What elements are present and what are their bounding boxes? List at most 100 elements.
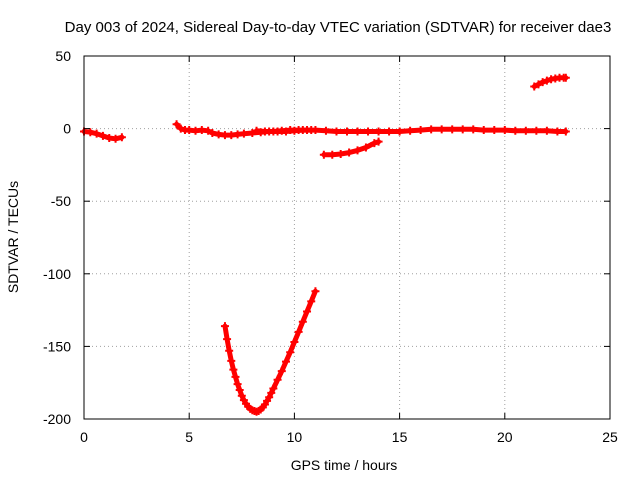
axis-ticks: 0 5 10 15 20 25 -200 -150 -100 -50 0 50 [43,48,618,445]
data-point [269,127,278,136]
data-point [86,128,95,137]
data-point [172,120,181,129]
data-point [561,73,570,82]
data-point [176,124,185,133]
y-tick-label: -100 [43,266,71,282]
series-arc-6 [530,73,570,91]
data-point [220,322,229,331]
data-point [223,335,232,344]
data-point [553,127,562,136]
series-arc-1 [80,127,126,143]
data-point [277,367,286,376]
data-point [111,134,120,143]
data-point [532,126,541,135]
data-point [225,346,234,355]
x-tick-label: 15 [392,429,408,445]
data-point [416,126,425,135]
data-point [229,365,238,374]
data-point [364,127,373,136]
data-point [290,338,299,347]
data-point [370,139,379,148]
data-point [233,380,242,389]
data-point [98,131,107,140]
data-point [345,148,354,157]
data-point [448,125,457,134]
data-point [538,78,547,87]
y-tick-label: -50 [51,193,71,209]
data-point [204,126,213,135]
data-point [353,127,362,136]
x-tick-label: 20 [497,429,513,445]
data-point [248,128,257,137]
data-point [117,133,126,142]
series-arc-5 [220,287,320,416]
data-point [311,126,320,135]
data-point [561,127,570,136]
data-point [252,126,261,135]
data-point [437,125,446,134]
data-point [235,385,244,394]
data-point [281,357,290,366]
y-tick-label: -150 [43,338,71,354]
data-point [286,348,295,357]
data-point [227,356,236,365]
data-point [353,146,362,155]
data-point [500,126,509,135]
data-point [260,127,269,136]
data-point [303,126,312,135]
data-point [321,126,330,135]
series-arc-3 [252,125,570,136]
y-axis-label: SDTVAR / TECUs [5,181,21,293]
x-tick-label: 5 [185,429,193,445]
y-tick-label: 0 [63,121,71,137]
data-point [294,327,303,336]
data-point [273,375,282,384]
data-point [343,127,351,136]
y-tick-label: 50 [55,48,71,64]
data-point [319,150,328,159]
data-point [294,126,303,135]
data-point [332,127,341,136]
data-point [374,137,383,146]
data-point [265,393,274,402]
x-tick-label: 10 [287,429,303,445]
data-point [361,143,370,152]
data-point [521,126,530,135]
data-point [530,82,539,91]
series-arc-4 [319,137,383,159]
data-point [267,388,276,397]
data-point [427,125,436,134]
data-point [231,372,240,381]
data-point [534,80,543,89]
data-point [479,126,488,135]
x-tick-label: 0 [80,429,88,445]
x-axis-label: GPS time / hours [291,457,398,473]
data-point [542,76,551,85]
x-tick-label: 25 [602,429,618,445]
data-point [307,297,316,306]
data-point [92,129,101,138]
data-point [374,127,383,136]
data-point [269,384,278,393]
data-point [286,126,295,135]
data-point [511,126,520,135]
data-point [298,317,307,326]
data-point [406,126,415,135]
data-point [395,127,404,136]
data-point [469,125,478,134]
data-point [277,126,286,135]
y-tick-label: -200 [43,411,71,427]
data-point [385,127,394,136]
plot-frame [83,55,611,420]
chart-title: Day 003 of 2024, Sidereal Day-to-day VTE… [65,19,612,36]
data-point [490,126,499,135]
data-point [336,150,345,159]
data-point [311,287,320,296]
data-point [303,307,312,316]
data-point [239,129,248,138]
data-point [458,125,467,134]
data-point [328,150,337,159]
data-series [80,73,570,416]
data-point [208,128,217,137]
